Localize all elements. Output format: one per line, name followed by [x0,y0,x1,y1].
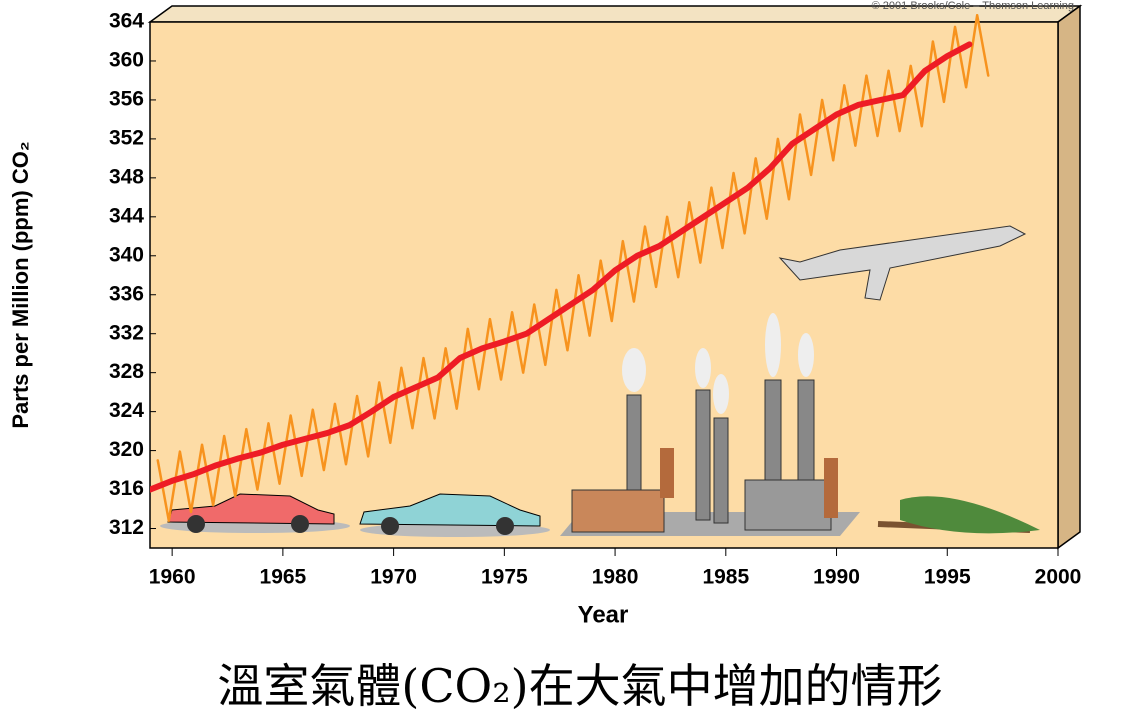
x-tick-label: 1990 [813,566,860,589]
y-tick-label: 364 [109,10,144,33]
x-tick-label: 1965 [260,566,307,589]
credit: © 2001 Brooks/Cole – Thomson Learning [872,0,1074,12]
chimney [797,379,815,481]
y-tick-label: 356 [109,87,144,110]
y-tick-label: 352 [109,126,144,149]
x-axis-label: Year [578,601,629,628]
x-tick-label: 2000 [1035,566,1082,589]
y-axis-label: Parts per Million (ppm) CO₂ [8,141,33,428]
frame-side [1057,4,1081,550]
y-tick-label: 344 [109,204,144,227]
y-tick-label: 312 [109,516,144,539]
y-tick-label: 332 [109,321,144,344]
chimney [713,417,729,524]
line-series [150,41,973,493]
chimney [695,389,711,521]
car [359,493,541,527]
x-tick-label: 1975 [481,566,528,589]
y-tick-label: 328 [109,360,144,383]
y-tick-label: 360 [109,49,144,72]
y-tick-label: 348 [109,165,144,188]
y-tick-label: 316 [109,477,144,500]
y-tick-label: 324 [109,399,144,422]
lines [150,14,990,522]
x-tick-label: 1970 [370,566,417,589]
car [167,493,335,525]
wheel [187,515,205,533]
ticks: 312 316 320 324 328 332 336 340 344 348 352 356 360 3… [109,10,1081,589]
caption: 溫室氣體(CO₂)在大氣中增加的情形 [217,659,942,713]
x-tick-label: 1980 [592,566,639,589]
line-series [156,14,990,522]
y-tick-label: 336 [109,282,144,305]
illustrations [160,225,1040,537]
building [744,479,832,531]
y-tick-label: 340 [109,243,144,266]
airplane [778,225,1027,301]
wheel [381,517,399,535]
building [660,448,674,498]
x-tick-label: 1995 [924,566,971,589]
building [571,489,665,533]
x-tick-label: 1960 [149,566,196,589]
building [824,458,838,518]
x-tick-label: 1985 [702,566,749,589]
wheel [291,515,309,533]
tree-foliage [900,496,1040,534]
chimney [764,379,782,481]
wheel [496,517,514,535]
smoke [622,313,814,414]
y-tick-label: 320 [109,438,144,461]
